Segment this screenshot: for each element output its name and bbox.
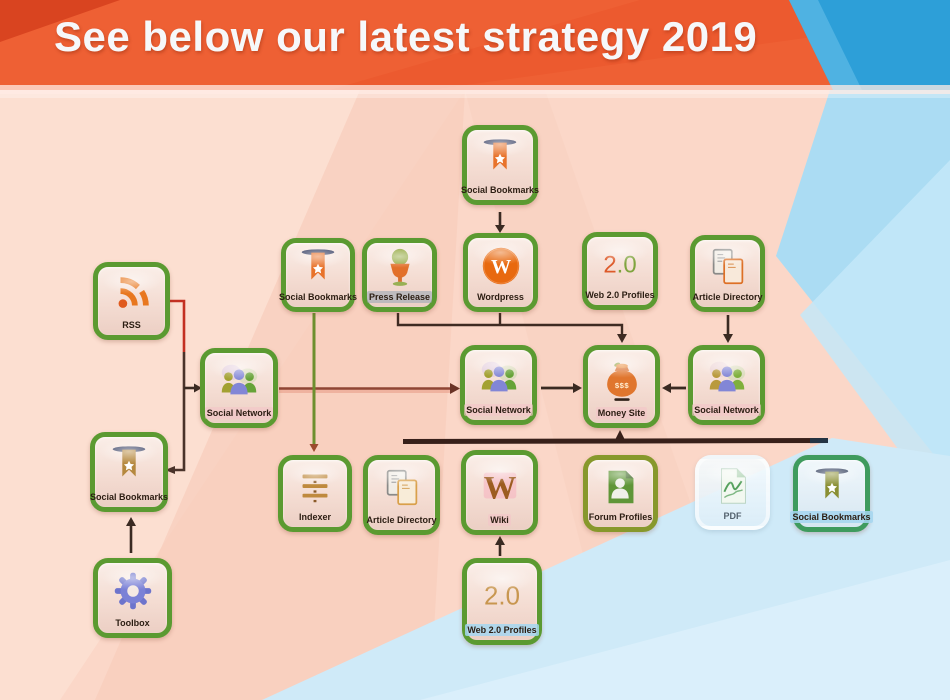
rss-icon [98,267,165,321]
node-label: Social Bookmarks [278,292,358,302]
node-label: Social Bookmarks [790,511,873,523]
node-article-directory-bottom: Article Directory [363,455,440,535]
svg-text:$$$: $$$ [614,381,628,390]
wordpress-icon: W [468,238,533,293]
node-social-bookmarks-left: Social Bookmarks [90,432,168,512]
wiki-w-icon: W [466,455,533,516]
people-icon [205,353,273,409]
node-label: Indexer [298,512,331,522]
web20-icon: 2.0 [467,563,537,626]
svg-text:W: W [490,256,510,278]
node-label: Article Directory [366,515,437,525]
bg-top-light-band [0,90,950,98]
node-rss: RSS [93,262,170,340]
bookmark-icon [95,437,163,493]
node-forum-profiles: Forum Profiles [583,455,658,532]
node-indexer: Indexer [278,455,352,532]
node-label: Press Release [366,291,433,303]
documents-icon [368,460,435,516]
people-icon [465,350,532,406]
node-web20-profiles-top: 2.0 Web 2.0 Profiles [582,232,658,310]
node-wordpress: W Wordpress [463,233,538,312]
node-label: Social Bookmarks [89,492,169,502]
node-press-release: Press Release [362,238,437,312]
node-label: PDF [723,511,742,521]
node-label: Social Bookmarks [460,185,540,195]
gear-icon [98,563,167,619]
bookmark-icon [286,243,350,293]
node-social-network-mid: Social Network [460,345,537,425]
pdf-doc-icon [699,459,766,512]
microphone-icon [367,243,432,293]
node-label: Wiki [488,514,511,526]
node-social-bookmarks-top: Social Bookmarks [461,125,539,205]
node-social-network-right: Social Network [688,345,765,425]
node-label: Forum Profiles [588,512,653,522]
node-web20-profiles-bottom: 2.0 Web 2.0 Profiles [462,558,542,645]
node-label: Article Directory [692,292,763,302]
svg-text:2.0: 2.0 [603,252,636,279]
node-label: Web 2.0 Profiles [585,290,655,300]
node-social-bookmarks-mid: Social Bookmarks [279,238,357,312]
node-label: Wordpress [477,292,524,302]
node-label: Web 2.0 Profiles [465,624,539,636]
node-label: Toolbox [115,618,150,628]
node-money-site: $$$ Money Site [583,345,660,428]
node-label: Money Site [595,407,648,419]
svg-text:W: W [483,470,516,506]
node-wiki: W Wiki [461,450,538,535]
list-icon [283,460,347,513]
node-social-network-left: Social Network [200,348,278,428]
documents-icon [695,240,760,293]
web20-icon: 2.0 [587,237,653,291]
people-icon [693,350,760,406]
node-label: RSS [122,320,141,330]
node-label: Social Network [204,407,274,419]
node-social-bookmarks-right: Social Bookmarks [790,455,873,532]
node-label: Social Network [692,404,761,416]
svg-text:2.0: 2.0 [484,582,520,610]
header-banner: See below our latest strategy 2019 [0,0,950,90]
bookmark-icon [798,460,865,513]
node-toolbox: Toolbox [93,558,172,638]
node-article-directory-top: Article Directory [690,235,765,312]
node-pdf: PDF [695,455,770,530]
bookmark-icon [467,130,533,186]
header-divider [0,85,950,94]
node-label: Social Network [464,404,533,416]
page-title: See below our latest strategy 2019 [54,13,758,60]
profile-doc-icon [588,460,653,513]
money-bag-icon: $$$ [588,350,655,409]
